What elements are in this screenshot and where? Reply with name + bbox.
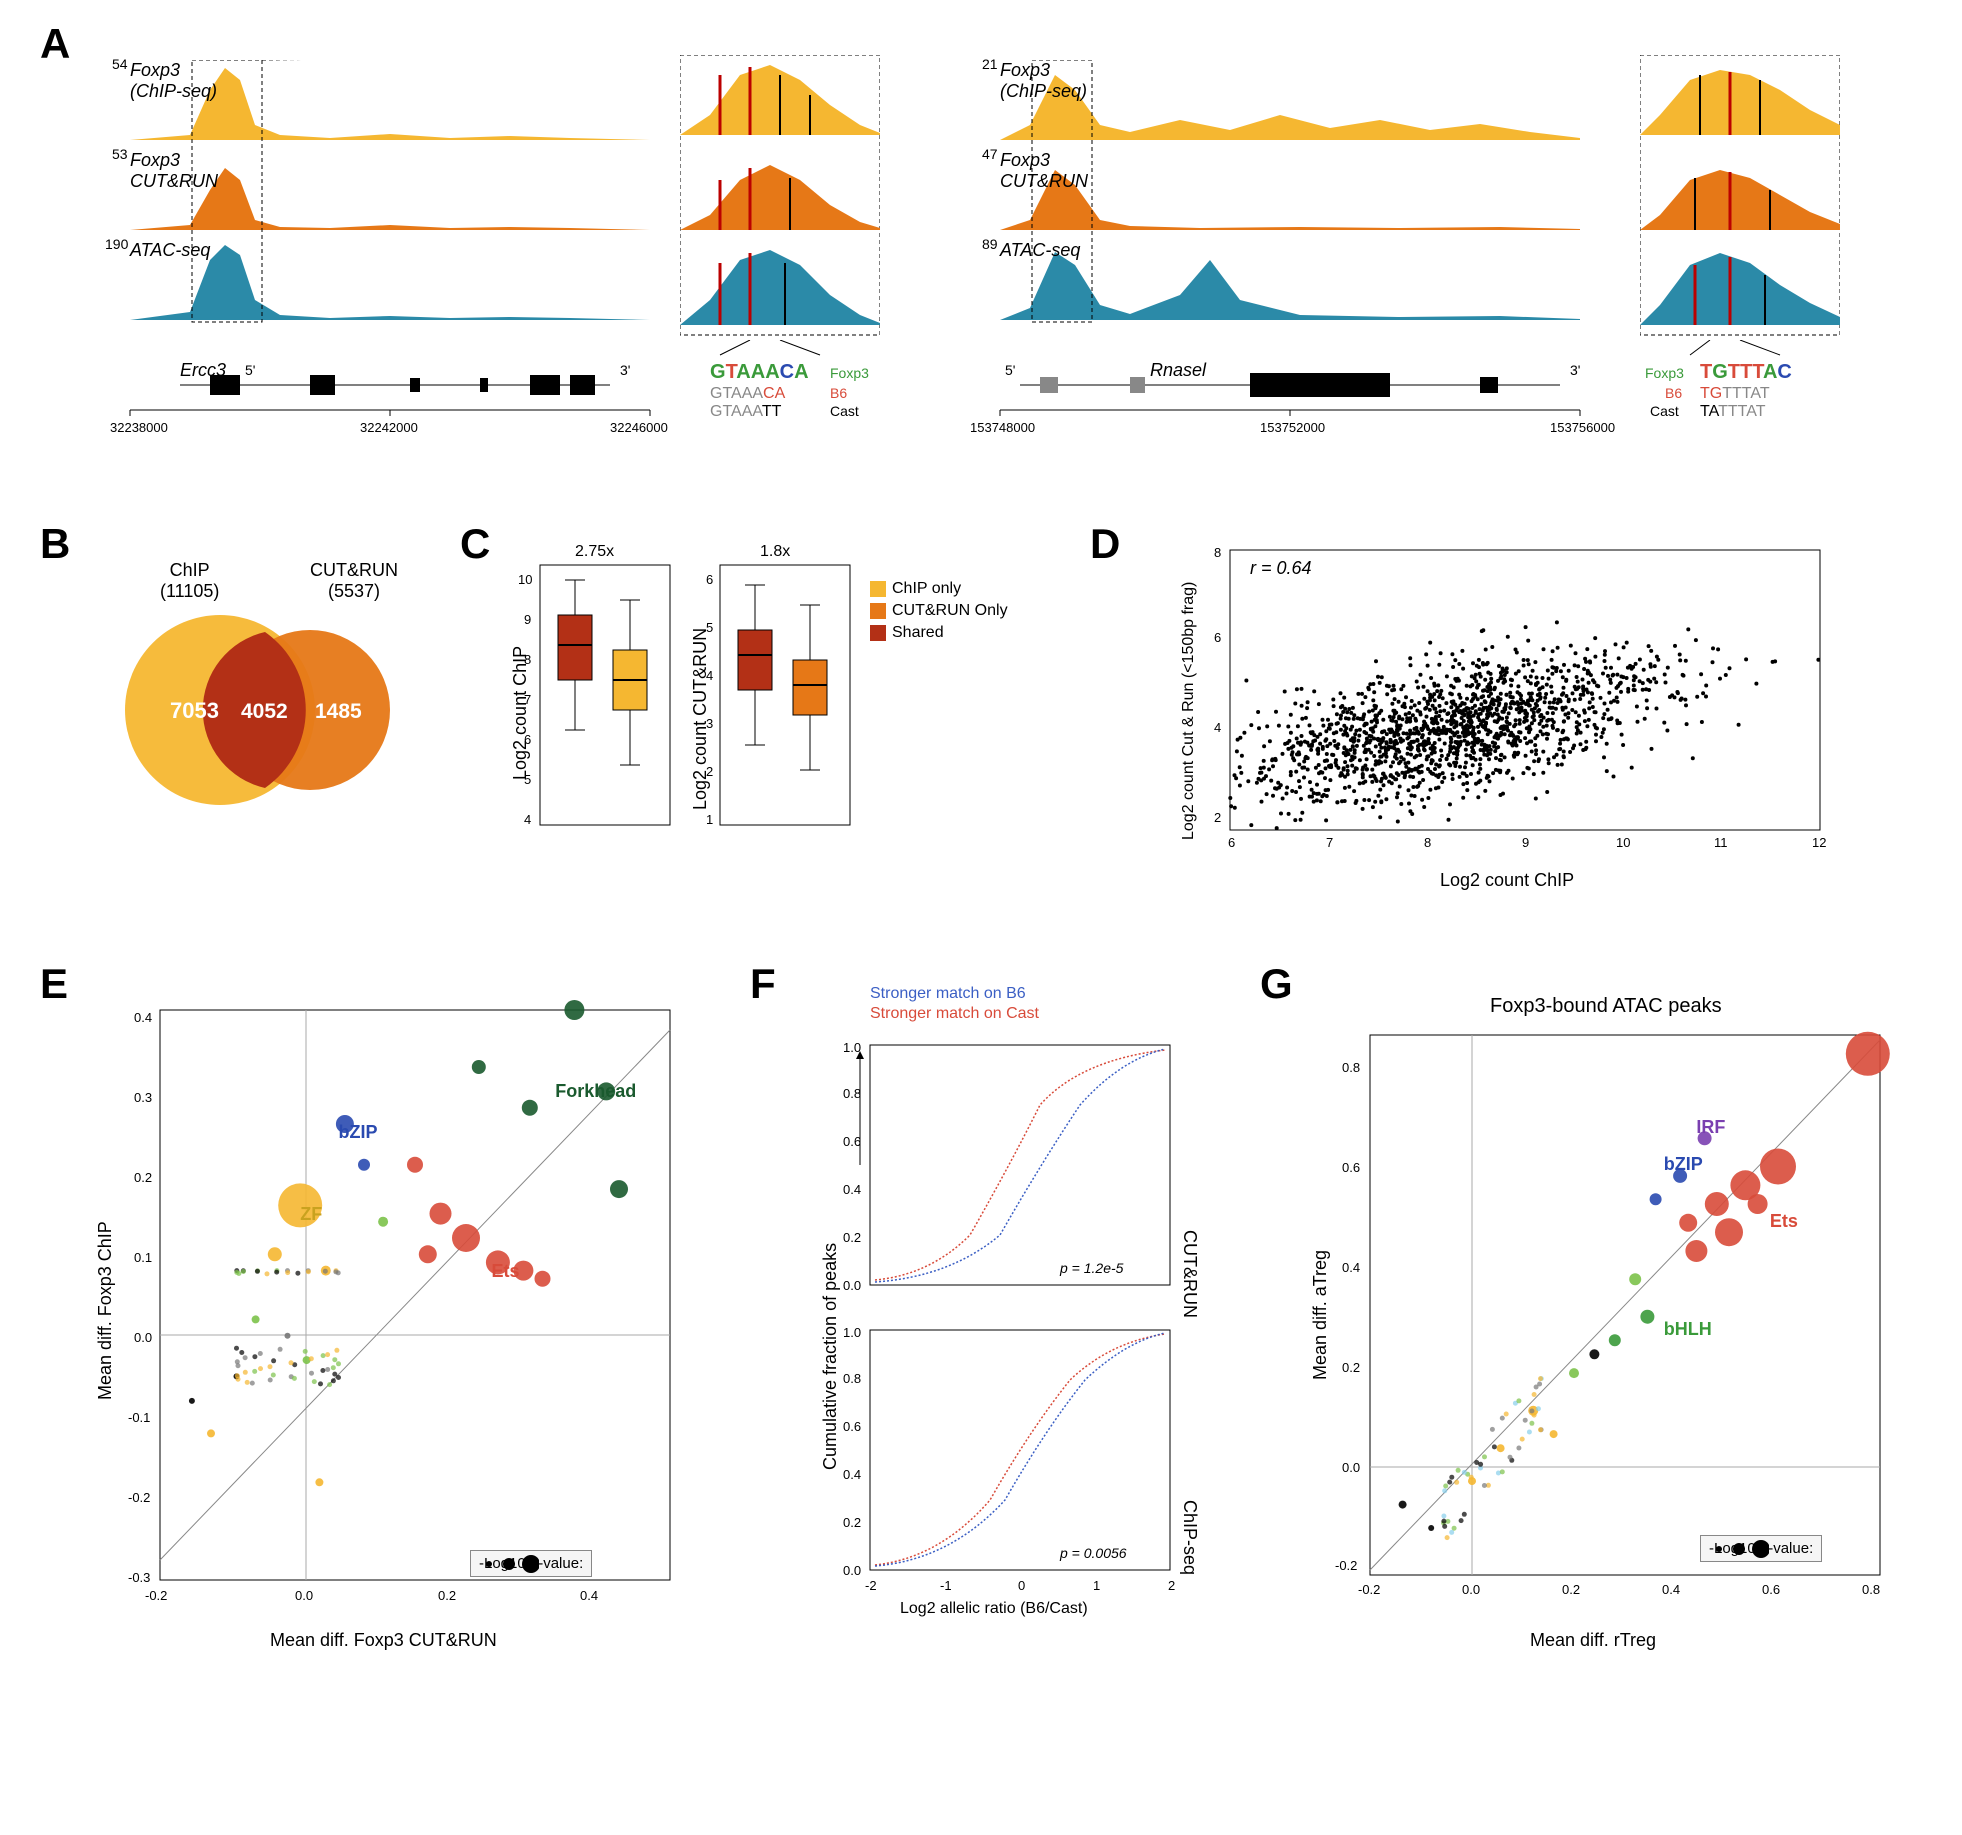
motif-right: Foxp3 TGTTTAC B6 TGTTTAT Cast TATTTAT (1640, 340, 1870, 430)
g-ylabel: Mean diff. aTreg (1310, 1250, 1331, 1380)
f-ylabel: Cumulative fraction of peaks (820, 1243, 841, 1470)
track-label-1r: Foxp3(ChIP-seq) (1000, 60, 1087, 102)
e-xlabel: Mean diff. Foxp3 CUT&RUN (270, 1630, 497, 1651)
3prime-l: 3' (620, 362, 630, 378)
e-ylabel: Mean diff. Foxp3 ChIP (95, 1221, 116, 1400)
5prime-r: 5' (1005, 362, 1015, 378)
fold-left: 2.75x (575, 543, 614, 561)
5prime-l: 5' (245, 362, 255, 378)
scale-l2: 53 (112, 146, 128, 162)
gene-rnasel: Rnasel (1150, 360, 1206, 381)
panel-c-label: C (460, 520, 490, 568)
3prime-r: 3' (1570, 362, 1580, 378)
scatter-g (1320, 1025, 1900, 1605)
venn-chip-label: ChIP(11105) (160, 560, 219, 602)
svg-text:TGTTTAT: TGTTTAT (1700, 385, 1770, 402)
svg-text:GTAAACA: GTAAACA (710, 361, 809, 383)
track-label-3l: ATAC-seq (130, 240, 210, 261)
scale-r2: 47 (982, 146, 998, 162)
svg-text:Cast: Cast (1650, 403, 1679, 419)
gene-model-rnasel (1000, 365, 1580, 405)
d-ylabel: Log2 count Cut & Run (<150bp frag) (1180, 582, 1198, 840)
panel-e-label: E (40, 960, 68, 1008)
panel-b-label: B (40, 520, 70, 568)
svg-text:TGTTTAC: TGTTTAC (1700, 361, 1792, 383)
fold-right: 1.8x (760, 543, 790, 561)
panel-a-label: A (40, 20, 70, 68)
coord-l3: 32246000 (610, 420, 668, 435)
scale-l1: 54 (112, 56, 128, 72)
scale-r3: 89 (982, 236, 998, 252)
cdf-bottom (830, 1320, 1190, 1590)
gene-ercc3: Ercc3 (180, 360, 226, 381)
motif-left: GTAAACA Foxp3 GTAAACA B6 GTAAATT Cast (680, 340, 880, 430)
svg-text:GTAAATT: GTAAATT (710, 403, 782, 420)
svg-text:TATTTAT: TATTTAT (1700, 403, 1766, 420)
track-label-3r: ATAC-seq (1000, 240, 1080, 261)
panel-a-right-zoom (1640, 55, 1840, 355)
f-xlabel: Log2 allelic ratio (B6/Cast) (900, 1600, 1088, 1618)
r-value: r = 0.64 (1250, 558, 1312, 579)
f-p-bottom: p = 0.0056 (1060, 1545, 1127, 1561)
scale-l3: 190 (105, 236, 128, 252)
d-xlabel: Log2 count ChIP (1440, 870, 1574, 891)
motif-tf-l: Foxp3 (830, 365, 869, 381)
coord-r1: 153748000 (970, 420, 1035, 435)
svg-text:Foxp3: Foxp3 (1645, 365, 1684, 381)
venn-chip-only: 7053 (170, 698, 219, 723)
f-top-label: CUT&RUN (1179, 1230, 1200, 1318)
panel-a-left-tracks (130, 60, 650, 360)
svg-text:B6: B6 (830, 385, 847, 401)
panel-a-left-zoom (680, 55, 880, 355)
g-legend: -Log10 p-value: (1700, 1535, 1822, 1562)
track-label-1l: Foxp3(ChIP-seq) (130, 60, 217, 102)
svg-text:B6: B6 (1665, 385, 1682, 401)
venn-shared: 4052 (241, 700, 288, 723)
panel-d-label: D (1090, 520, 1120, 568)
g-title: Foxp3-bound ATAC peaks (1490, 995, 1722, 1018)
panel-a-right-tracks (1000, 60, 1580, 360)
f-p-top: p = 1.2e-5 (1060, 1260, 1123, 1276)
f-bottom-label: ChIP-seq (1179, 1500, 1200, 1575)
track-label-2r: Foxp3CUT&RUN (1000, 150, 1088, 192)
panel-g-label: G (1260, 960, 1293, 1008)
venn-cutrun-label: CUT&RUN(5537) (310, 560, 398, 602)
boxplot-chip (520, 555, 680, 835)
svg-text:GTAAACA: GTAAACA (710, 385, 786, 402)
g-xlabel: Mean diff. rTreg (1530, 1630, 1656, 1651)
boxplot-cutrun (700, 555, 860, 835)
coord-l1: 32238000 (110, 420, 168, 435)
coord-r2: 153752000 (1260, 420, 1325, 435)
scale-r1: 21 (982, 56, 998, 72)
svg-text:Cast: Cast (830, 403, 859, 419)
panel-f-label: F (750, 960, 776, 1008)
scatter-d (1190, 540, 1840, 860)
coord-r3: 153756000 (1550, 420, 1615, 435)
venn-cutrun-only: 1485 (315, 700, 362, 723)
track-label-2l: Foxp3CUT&RUN (130, 150, 218, 192)
cdf-top (830, 1035, 1190, 1305)
panel-c-legend: ChIP only CUT&RUN Only Shared (870, 580, 1008, 642)
f-cast-title: Stronger match on Cast (870, 1005, 1039, 1023)
coord-l2: 32242000 (360, 420, 418, 435)
e-legend: -Log10 p-value: (470, 1550, 592, 1577)
f-b6-title: Stronger match on B6 (870, 985, 1026, 1003)
